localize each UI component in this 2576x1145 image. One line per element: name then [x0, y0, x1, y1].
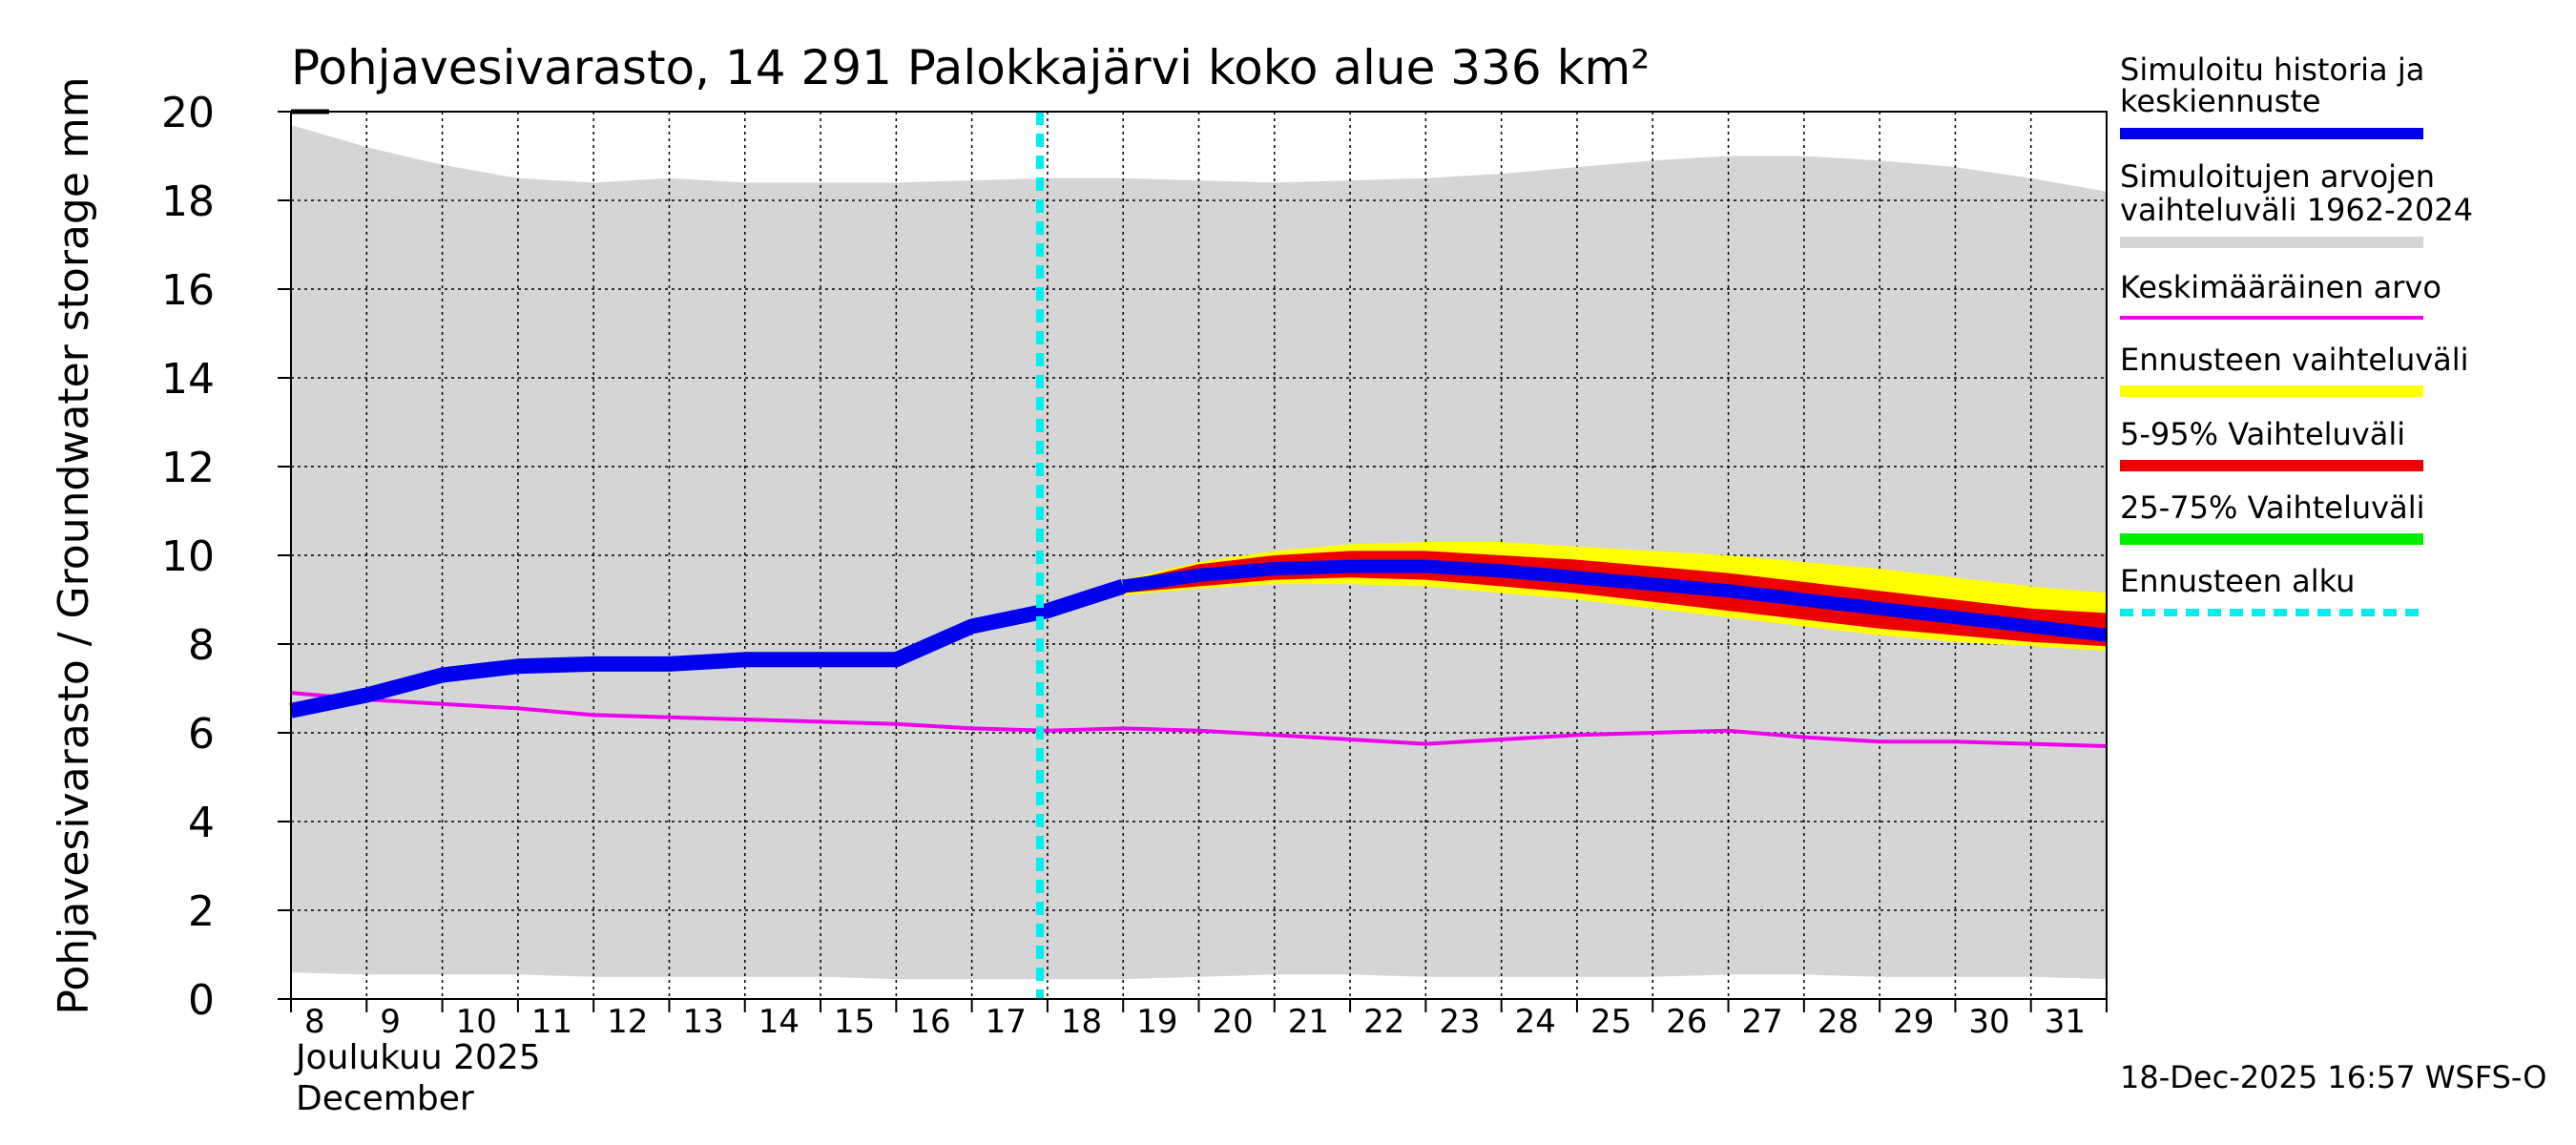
x-tick-label: 16: [909, 1003, 950, 1041]
chart-title: Pohjavesivarasto, 14 291 Palokkajärvi ko…: [291, 40, 1650, 95]
x-tick-labels: 8 9 10 11 12 13 14 15 16 17 18 19 20 21 22 23 24 25 26 27 28…: [290, 999, 2108, 1041]
x-tick-label: 10: [456, 1003, 497, 1041]
legend-label: Ennusteen alku: [2120, 563, 2355, 599]
x-tick-label: 9: [380, 1003, 401, 1041]
legend-label: Ennusteen vaihteluväli: [2120, 342, 2469, 378]
x-tick-label: 22: [1363, 1003, 1404, 1041]
x-tick-label: 25: [1590, 1003, 1631, 1041]
x-tick-label: 18: [1061, 1003, 1102, 1041]
x-tick-label: 17: [986, 1003, 1027, 1041]
y-tick-label: 20: [161, 89, 215, 137]
legend-label: 25-75% Vaihteluväli: [2120, 489, 2424, 526]
y-tick-label: 6: [188, 710, 215, 759]
x-tick-label: 24: [1515, 1003, 1556, 1041]
y-tick-label: 2: [188, 887, 215, 936]
legend-label: 5-95% Vaihteluväli: [2120, 416, 2405, 452]
y-tick-label: 12: [161, 444, 215, 492]
x-tick-label: 27: [1742, 1003, 1783, 1041]
legend-label: vaihteluväli 1962-2024: [2120, 192, 2473, 228]
y-tick-label: 16: [161, 266, 215, 315]
timestamp: 18-Dec-2025 16:57 WSFS-O: [2120, 1059, 2546, 1095]
x-tick-label: 14: [758, 1003, 800, 1041]
legend-label: Keskimääräinen arvo: [2120, 269, 2441, 305]
x-month-label-en: December: [296, 1079, 474, 1118]
simulated-history-line: [289, 578, 1126, 718]
x-tick-label: 15: [834, 1003, 875, 1041]
x-tick-label: 12: [607, 1003, 648, 1041]
x-tick-label: 11: [531, 1003, 572, 1041]
x-tick-label: 29: [1893, 1003, 1934, 1041]
mean-value-line: [290, 691, 2108, 748]
y-tick-labels: 0 2 4 6 8 10 12 14 16 18 20: [161, 89, 291, 1025]
legend-label: Simuloitu historia ja: [2120, 52, 2424, 88]
y-tick-label: 18: [161, 177, 215, 226]
y-axis-label: Pohjavesivarasto / Groundwater storage m…: [50, 76, 98, 1014]
forecast-5-95-band: [1123, 551, 2107, 647]
legend-label: keskiennuste: [2120, 83, 2321, 119]
x-tick-label: 21: [1288, 1003, 1329, 1041]
y-tick-label: 0: [188, 976, 215, 1025]
x-tick-label: 31: [2045, 1003, 2086, 1041]
y-tick-label: 8: [188, 621, 215, 670]
y-tick-label: 14: [161, 355, 215, 404]
simulated-range-band: [291, 125, 2107, 980]
x-tick-label: 28: [1818, 1003, 1859, 1041]
x-tick-label: 13: [682, 1003, 723, 1041]
x-tick-label: 19: [1136, 1003, 1177, 1041]
x-tick-label: 20: [1213, 1003, 1254, 1041]
x-month-label-fi: Joulukuu 2025: [294, 1038, 541, 1077]
x-tick-label: 8: [304, 1003, 325, 1041]
x-tick-label: 30: [1968, 1003, 2009, 1041]
x-tick-label: 23: [1439, 1003, 1480, 1041]
plot-area: [289, 109, 2108, 1000]
forecast-median-line: [1122, 559, 2108, 642]
legend-label: Simuloitujen arvojen: [2120, 158, 2435, 195]
y-tick-label: 4: [188, 799, 215, 847]
x-tick-label: 26: [1666, 1003, 1707, 1041]
y-tick-label: 10: [161, 532, 215, 581]
